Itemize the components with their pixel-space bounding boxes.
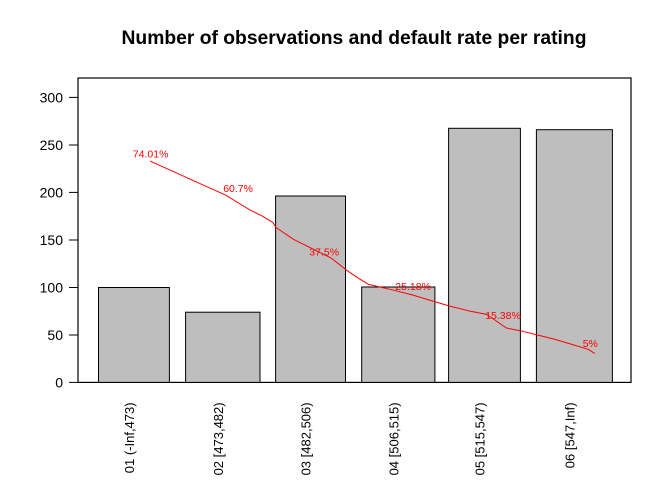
svg-text:25.18%: 25.18%	[395, 281, 431, 293]
svg-text:03 [482,506): 03 [482,506)	[299, 402, 314, 475]
svg-text:01 (-Inf,473): 01 (-Inf,473)	[122, 402, 137, 473]
svg-text:250: 250	[40, 137, 64, 153]
svg-text:15.38%: 15.38%	[485, 310, 521, 322]
svg-text:74.01%: 74.01%	[133, 148, 169, 160]
svg-text:0: 0	[55, 374, 63, 390]
svg-text:37.5%: 37.5%	[309, 246, 339, 258]
svg-text:5%: 5%	[583, 338, 598, 350]
svg-text:02 [473,482): 02 [473,482)	[211, 402, 226, 475]
svg-text:05 [515,547): 05 [515,547)	[473, 402, 488, 475]
svg-text:150: 150	[40, 232, 64, 248]
svg-text:06 [547,Inf): 06 [547,Inf)	[562, 402, 577, 468]
svg-text:200: 200	[40, 184, 64, 200]
svg-text:100: 100	[40, 280, 64, 296]
svg-text:04 [506,515): 04 [506,515)	[386, 402, 401, 475]
svg-text:Number of observations and def: Number of observations and default rate …	[122, 28, 587, 49]
svg-text:300: 300	[40, 89, 64, 105]
svg-text:50: 50	[47, 327, 63, 343]
svg-text:60.7%: 60.7%	[223, 183, 253, 195]
